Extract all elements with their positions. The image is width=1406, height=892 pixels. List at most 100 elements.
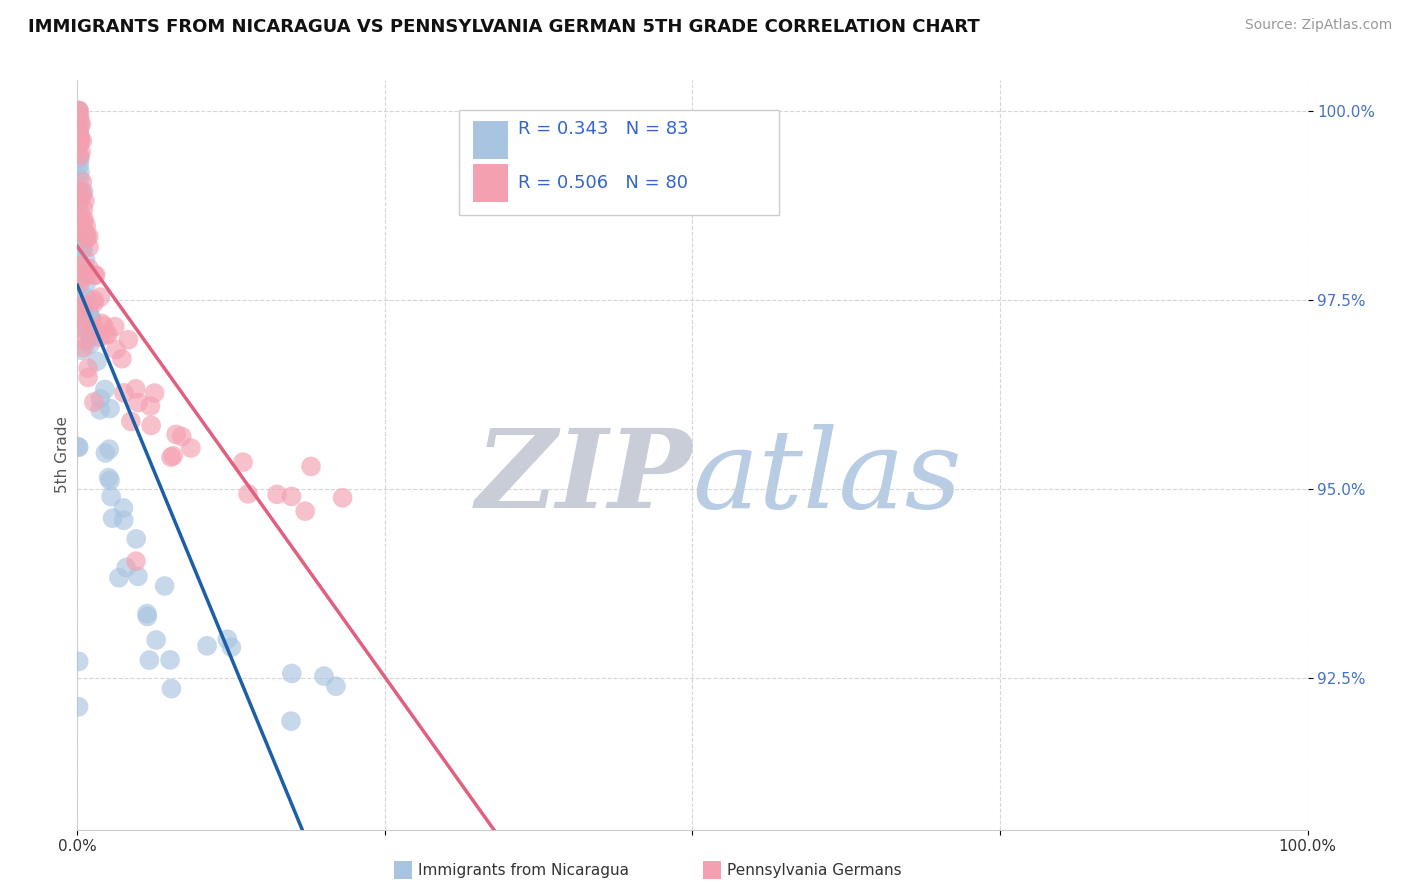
- Point: [111, 351, 134, 366]
- Point: [67, 103, 90, 118]
- Point: [67, 103, 90, 118]
- Point: [70, 191, 93, 205]
- Point: [105, 343, 128, 357]
- Point: [217, 632, 239, 647]
- Point: [125, 554, 148, 568]
- Point: [69, 193, 91, 207]
- Point: [73, 212, 96, 227]
- Point: [136, 607, 159, 621]
- Bar: [474, 164, 508, 202]
- Point: [170, 429, 193, 443]
- Point: [67, 655, 90, 669]
- Point: [73, 227, 96, 241]
- Point: [125, 532, 148, 546]
- Point: [70, 186, 93, 200]
- Point: [69, 184, 91, 198]
- Point: [79, 337, 101, 351]
- Point: [266, 487, 288, 501]
- Text: Immigrants from Nicaragua: Immigrants from Nicaragua: [418, 863, 628, 878]
- Point: [145, 633, 167, 648]
- Point: [221, 640, 243, 655]
- Point: [180, 441, 202, 455]
- Point: [76, 231, 98, 245]
- Point: [77, 261, 100, 276]
- Point: [97, 327, 120, 342]
- Point: [67, 126, 90, 140]
- Point: [67, 440, 90, 454]
- Point: [89, 330, 111, 344]
- Point: [97, 470, 120, 484]
- Y-axis label: 5th Grade: 5th Grade: [55, 417, 70, 493]
- Point: [69, 271, 91, 285]
- Point: [84, 268, 107, 282]
- Point: [69, 186, 91, 201]
- Point: [67, 440, 90, 454]
- Point: [67, 158, 90, 172]
- Point: [232, 455, 254, 469]
- Point: [69, 130, 91, 145]
- Point: [73, 297, 96, 311]
- Point: [89, 403, 111, 417]
- Point: [80, 312, 103, 326]
- Point: [69, 165, 91, 179]
- Point: [325, 679, 347, 693]
- Point: [69, 152, 91, 166]
- Point: [115, 560, 138, 574]
- Point: [75, 219, 97, 233]
- Point: [67, 103, 90, 118]
- Point: [80, 327, 103, 342]
- Point: [139, 418, 162, 433]
- Point: [67, 132, 90, 146]
- Point: [195, 639, 218, 653]
- Point: [75, 333, 97, 347]
- Point: [80, 313, 103, 327]
- Point: [108, 571, 131, 585]
- Point: [94, 383, 117, 397]
- Point: [79, 309, 101, 323]
- Point: [77, 240, 100, 254]
- Point: [72, 315, 94, 329]
- Point: [139, 399, 162, 413]
- Point: [69, 118, 91, 132]
- Point: [67, 259, 90, 273]
- Point: [67, 699, 90, 714]
- Point: [73, 341, 96, 355]
- Point: [70, 186, 93, 200]
- Point: [69, 190, 91, 204]
- Point: [70, 243, 93, 257]
- Point: [72, 175, 94, 189]
- Point: [67, 103, 90, 118]
- Point: [138, 653, 160, 667]
- Point: [67, 123, 90, 137]
- Point: [67, 259, 90, 273]
- Point: [75, 253, 97, 268]
- Point: [83, 268, 105, 283]
- Point: [112, 500, 135, 515]
- Point: [101, 511, 124, 525]
- Point: [67, 211, 90, 226]
- Point: [76, 268, 98, 282]
- Point: [280, 490, 302, 504]
- Point: [69, 109, 91, 123]
- Point: [125, 382, 148, 396]
- Point: [159, 653, 181, 667]
- Point: [69, 112, 91, 127]
- Point: [100, 490, 122, 504]
- Text: Pennsylvania Germans: Pennsylvania Germans: [727, 863, 901, 878]
- Point: [280, 714, 302, 728]
- Text: R = 0.343   N = 83: R = 0.343 N = 83: [517, 120, 689, 138]
- Point: [94, 446, 117, 460]
- Point: [69, 322, 91, 336]
- Point: [160, 681, 183, 696]
- Point: [69, 133, 91, 147]
- Point: [90, 317, 112, 331]
- FancyBboxPatch shape: [458, 111, 779, 215]
- Point: [162, 449, 184, 463]
- Point: [69, 171, 91, 186]
- Point: [236, 487, 259, 501]
- Point: [77, 361, 100, 376]
- Point: [70, 117, 93, 131]
- Point: [70, 343, 93, 358]
- Point: [72, 202, 94, 217]
- Point: [89, 392, 111, 406]
